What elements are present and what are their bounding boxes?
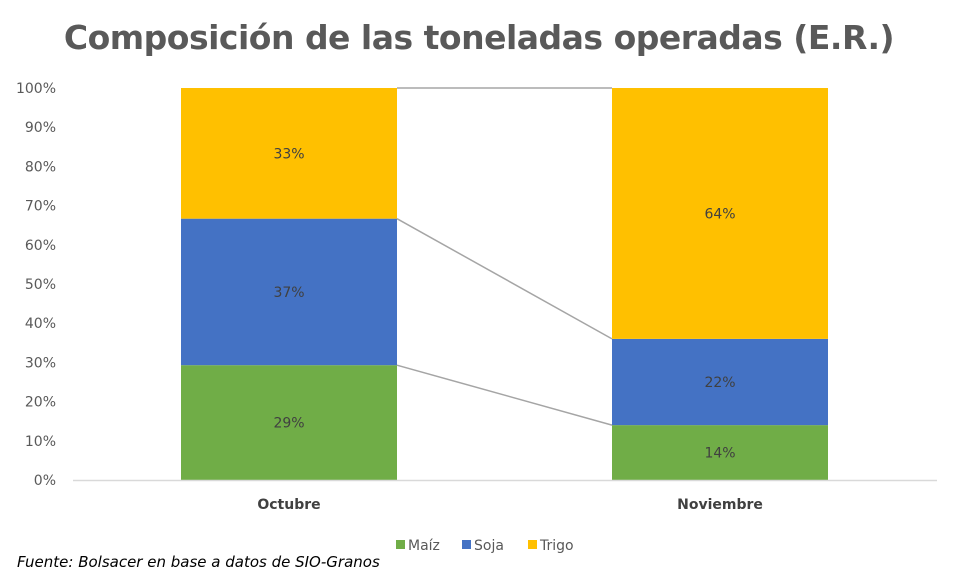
x-category-label: Noviembre [677, 497, 763, 513]
y-tick-label: 20% [25, 395, 56, 411]
bar-segment-maíz [612, 425, 828, 480]
y-tick-label: 50% [25, 277, 56, 293]
series-line [396, 218, 613, 340]
bar-segment-soja [612, 338, 828, 426]
bar-segment-trigo [181, 88, 397, 219]
data-label: 29% [273, 416, 304, 432]
y-tick-label: 60% [25, 238, 56, 254]
legend-label: Soja [474, 538, 504, 554]
legend-swatch-trigo [528, 540, 537, 549]
legend-label: Trigo [539, 538, 574, 554]
y-tick-label: 70% [25, 199, 56, 215]
bar-segment-maíz [181, 365, 397, 480]
data-label: 37% [273, 285, 304, 301]
data-label: 64% [704, 206, 735, 222]
data-label: 14% [704, 446, 735, 462]
data-label: 33% [273, 146, 304, 162]
data-label: 22% [704, 375, 735, 391]
legend-swatch-soja [462, 540, 471, 549]
legend-label: Maíz [408, 538, 440, 554]
y-tick-label: 10% [25, 434, 56, 450]
y-tick-label: 80% [25, 159, 56, 175]
y-tick-label: 40% [25, 316, 56, 332]
bar-segment-trigo [612, 88, 828, 339]
chart-title: Composición de las toneladas operadas (E… [63, 18, 895, 57]
y-tick-label: 90% [25, 120, 56, 136]
legend-swatch-maíz [396, 540, 405, 549]
bar-segment-soja [181, 218, 397, 366]
y-tick-label: 30% [25, 355, 56, 371]
source-note: Fuente: Bolsacer en base a datos de SIO-… [17, 553, 380, 571]
y-tick-label: 100% [16, 81, 56, 97]
y-tick-label: 0% [34, 473, 56, 489]
series-line [396, 364, 613, 426]
x-category-label: Octubre [257, 497, 320, 513]
